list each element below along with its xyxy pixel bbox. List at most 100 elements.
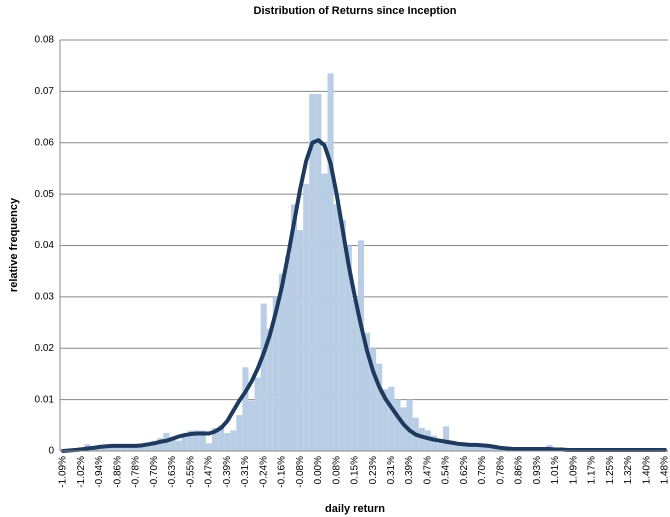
x-tick-label: -0.70%: [149, 456, 160, 488]
bar: [169, 438, 176, 451]
bar: [345, 245, 352, 451]
bar: [139, 444, 146, 451]
x-tick-label: -0.55%: [185, 456, 196, 488]
x-tick-label: -0.39%: [222, 456, 233, 488]
y-tick-label: 0.07: [35, 86, 55, 97]
x-tick-label: -1.02%: [76, 456, 87, 488]
bar: [248, 400, 255, 451]
x-tick-label: 0.78%: [495, 456, 506, 484]
bar: [370, 348, 377, 451]
bar: [388, 386, 395, 451]
bar: [236, 415, 243, 451]
y-tick-label: 0: [48, 446, 54, 457]
y-tick-label: 0.02: [35, 343, 55, 354]
x-axis-label: daily return: [325, 503, 385, 515]
y-tick-label: 0.01: [35, 394, 55, 405]
bar: [96, 446, 103, 451]
bar: [199, 430, 206, 451]
bar: [224, 433, 231, 451]
bar: [260, 303, 267, 451]
bar: [309, 93, 316, 451]
x-tick-label: 1.09%: [568, 456, 579, 484]
bar: [327, 73, 334, 452]
bar: [297, 230, 304, 451]
bar: [278, 273, 285, 451]
bar: [339, 219, 346, 451]
bar: [321, 173, 328, 451]
x-tick-label: 0.39%: [404, 456, 415, 484]
bar: [357, 240, 364, 451]
y-axis-label: relative frequency: [8, 197, 20, 292]
x-tick-label: -0.63%: [167, 456, 178, 488]
x-tick-label: -0.16%: [277, 456, 288, 488]
x-tick-label: 1.48%: [660, 456, 670, 484]
x-tick-label: -0.08%: [295, 456, 306, 488]
x-tick-label: -0.24%: [258, 456, 269, 488]
x-tick-label: 0.31%: [386, 456, 397, 484]
bar: [193, 430, 200, 451]
y-tick-label: 0.06: [35, 137, 55, 148]
x-tick-label: 1.17%: [587, 456, 598, 484]
y-tick-label: 0.04: [35, 240, 55, 251]
bar: [479, 446, 486, 451]
bar: [181, 435, 188, 451]
x-tick-label: 1.01%: [550, 456, 561, 484]
bar: [400, 407, 407, 451]
bar: [151, 440, 158, 451]
bar: [272, 296, 279, 451]
bar: [126, 445, 133, 451]
x-tick-label: 1.32%: [623, 456, 634, 484]
bar: [157, 438, 164, 451]
bar: [120, 446, 127, 451]
bar: [430, 435, 437, 451]
bar: [315, 93, 322, 451]
x-tick-label: -0.94%: [94, 456, 105, 488]
bar: [242, 367, 249, 451]
bar: [418, 427, 425, 451]
bar: [406, 399, 413, 451]
x-tick-label: 0.86%: [514, 456, 525, 484]
bar: [491, 447, 498, 451]
x-tick-label: 0.15%: [350, 456, 361, 484]
bar: [175, 440, 182, 451]
bar: [254, 377, 261, 451]
x-tick-label: 0.08%: [331, 456, 342, 484]
x-tick-label: 0.93%: [532, 456, 543, 484]
bar: [461, 444, 468, 451]
x-tick-label: -0.47%: [204, 456, 215, 488]
x-tick-label: 0.54%: [441, 456, 452, 484]
x-tick-label: 1.25%: [605, 456, 616, 484]
y-tick-label: 0.03: [35, 292, 55, 303]
x-tick-label: 0.70%: [477, 456, 488, 484]
bar: [266, 328, 273, 451]
y-tick-label: 0.08: [35, 35, 55, 46]
bar: [333, 204, 340, 451]
bar: [303, 183, 310, 451]
bar: [455, 443, 462, 451]
bar: [102, 446, 109, 451]
bar: [485, 446, 492, 451]
bar: [382, 389, 389, 451]
bar: [376, 363, 383, 451]
bar: [218, 425, 225, 451]
bar: [394, 399, 401, 451]
bar: [114, 445, 121, 451]
x-tick-label: 0.47%: [422, 456, 433, 484]
bar: [187, 430, 194, 451]
bar: [364, 332, 371, 451]
bar: [424, 430, 431, 451]
bar: [473, 445, 480, 451]
y-tick-label: 0.05: [35, 189, 55, 200]
x-tick-label: 1.40%: [641, 456, 652, 484]
chart-title: Distribution of Returns since Inception: [254, 5, 457, 17]
bar: [212, 427, 219, 451]
bar: [284, 255, 292, 451]
bar: [443, 426, 450, 451]
bar: [205, 443, 212, 451]
bar: [230, 430, 237, 451]
bar: [132, 445, 140, 451]
x-tick-label: -0.78%: [131, 456, 142, 488]
bar: [291, 204, 298, 451]
bar: [145, 443, 152, 451]
